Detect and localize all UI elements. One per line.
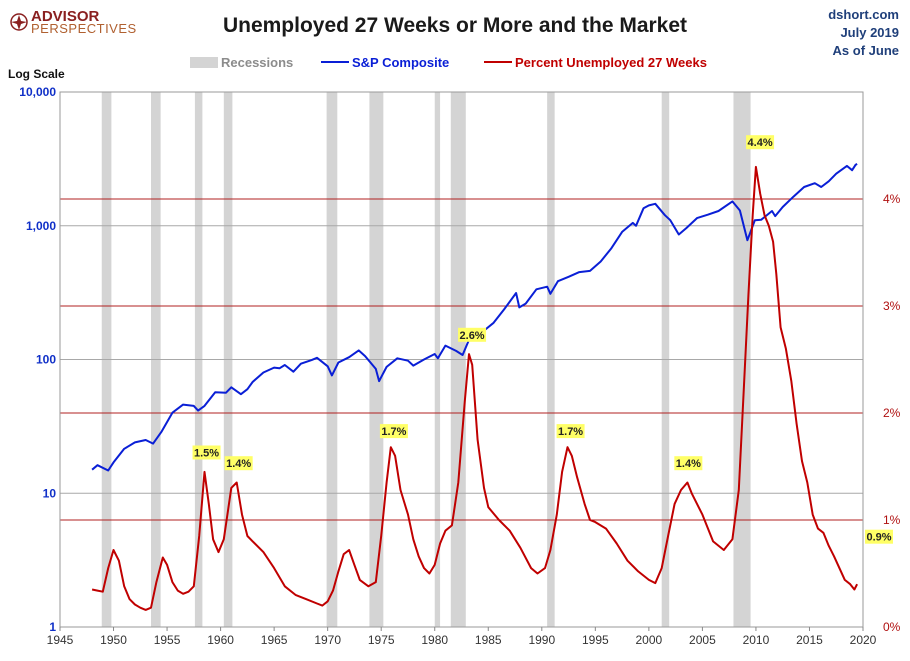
x-tick-label: 2000	[636, 633, 663, 647]
left-axis: 1 10 100 1,000 10,000	[19, 85, 56, 634]
peak-label-bg	[379, 424, 408, 439]
peak-label-bg	[556, 424, 585, 439]
x-tick-label: 1995	[582, 633, 609, 647]
source-site: dshort.com	[828, 7, 899, 22]
source-date: July 2019	[840, 25, 899, 40]
legend: Recessions S&P Composite Percent Unemplo…	[190, 55, 707, 70]
legend-swatch-recessions	[190, 57, 218, 68]
peak-label: 4.4%	[748, 137, 773, 149]
peak-label: 1.4%	[226, 458, 251, 470]
peak-label: 2.6%	[460, 330, 485, 342]
peak-label-bg	[674, 456, 703, 471]
x-tick-label: 1955	[154, 633, 181, 647]
peak-label-bg	[746, 135, 775, 150]
right-axis: 0% 1% 2% 3% 4%	[883, 192, 901, 634]
peak-annotations: 1.5% 1.4% 1.7% 2.6% 1.7% 1.4% 4.4% 0.9%	[192, 135, 893, 544]
x-axis: 1945 1950 1955 1960 1965 1970 1975 1980 1985 1990…	[47, 627, 877, 647]
x-tick-label: 1975	[368, 633, 395, 647]
chart-title: Unemployed 27 Weeks or More and the Mark…	[223, 14, 687, 37]
gridlines	[60, 198, 863, 521]
left-axis-label: Log Scale	[8, 67, 65, 81]
left-tick-label: 1	[49, 620, 56, 634]
peak-label: 1.7%	[381, 426, 406, 438]
right-tick-label: 0%	[883, 620, 901, 634]
peak-label-bg	[458, 327, 487, 342]
x-tick-label: 1985	[475, 633, 502, 647]
left-tick-label: 1,000	[26, 219, 56, 233]
left-tick-label: 10,000	[19, 85, 56, 99]
right-tick-label: 4%	[883, 192, 901, 206]
peak-label-bg	[865, 529, 893, 544]
peak-label: 1.7%	[558, 426, 583, 438]
x-tick-label: 2015	[796, 633, 823, 647]
x-tick-label: 2010	[743, 633, 770, 647]
advisor-perspectives-logo: ADVISOR PERSPECTIVES	[10, 8, 137, 36]
logo-compass-icon	[11, 15, 27, 30]
x-tick-label: 1965	[261, 633, 288, 647]
logo-line1: ADVISOR	[31, 8, 100, 25]
peak-label-bg	[224, 456, 253, 471]
right-tick-label: 2%	[883, 406, 901, 420]
x-tick-label: 1950	[100, 633, 127, 647]
left-tick-label: 100	[36, 353, 56, 367]
x-tick-label: 2020	[850, 633, 877, 647]
right-tick-label: 3%	[883, 299, 901, 313]
right-tick-label: 1%	[883, 513, 901, 527]
x-tick-label: 1945	[47, 633, 74, 647]
peak-label-bg	[192, 445, 221, 460]
unemployed-27-weeks-line	[91, 165, 858, 611]
legend-label-recessions: Recessions	[221, 55, 293, 70]
legend-label-unemployed: Percent Unemployed 27 Weeks	[515, 55, 707, 70]
source-asof: As of June	[833, 43, 899, 58]
x-tick-label: 1960	[207, 633, 234, 647]
peak-label: 0.9%	[866, 532, 891, 544]
plot-frame	[59, 91, 864, 628]
x-tick-label: 1980	[421, 633, 448, 647]
peak-label: 1.5%	[194, 448, 219, 460]
peak-label: 1.4%	[676, 458, 701, 470]
x-tick-label: 2005	[689, 633, 716, 647]
legend-label-sp: S&P Composite	[352, 55, 449, 70]
x-tick-label: 1970	[314, 633, 341, 647]
x-tick-label: 1990	[528, 633, 555, 647]
left-tick-label: 10	[43, 486, 57, 500]
logo-line2: PERSPECTIVES	[31, 21, 137, 36]
